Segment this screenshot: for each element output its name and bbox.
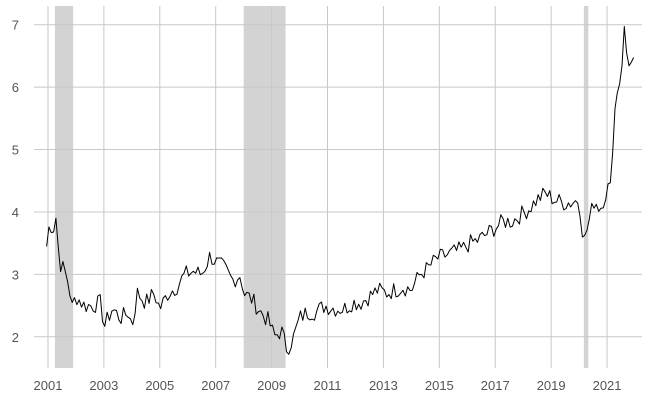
x-tick-label-2007: 2007 [201, 378, 230, 393]
recession-band-1 [54, 6, 74, 368]
x-tick-label-2013: 2013 [369, 378, 398, 393]
y-tick-label-7: 7 [12, 18, 19, 33]
y-tick-label-3: 3 [12, 267, 19, 282]
gridlines [34, 6, 642, 368]
y-tick-label-6: 6 [12, 80, 19, 95]
x-tick-label-2001: 2001 [34, 378, 63, 393]
series-line-layer [46, 26, 635, 355]
y-tick-label-2: 2 [12, 330, 19, 345]
series-line [46, 26, 635, 355]
y-tick-label-4: 4 [12, 205, 19, 220]
x-tick-label-2019: 2019 [537, 378, 566, 393]
x-tick-label-2005: 2005 [145, 378, 174, 393]
y-tick-label-5: 5 [12, 143, 19, 158]
x-tick-label-2021: 2021 [593, 378, 622, 393]
x-tick-label-2009: 2009 [257, 378, 286, 393]
x-tick-label-2003: 2003 [89, 378, 118, 393]
recession-band-3 [583, 6, 589, 368]
y-axis-tick-labels: 2 3 4 5 6 7 [12, 18, 19, 345]
recession-bands [54, 6, 589, 368]
x-tick-label-2011: 2011 [314, 378, 342, 393]
x-axis-tick-labels: 2001 2003 2005 2007 2009 2011 2013 2015 2017 2019… [34, 378, 622, 393]
x-tick-label-2015: 2015 [425, 378, 454, 393]
x-tick-label-2017: 2017 [481, 378, 510, 393]
recession-band-2 [243, 6, 286, 368]
